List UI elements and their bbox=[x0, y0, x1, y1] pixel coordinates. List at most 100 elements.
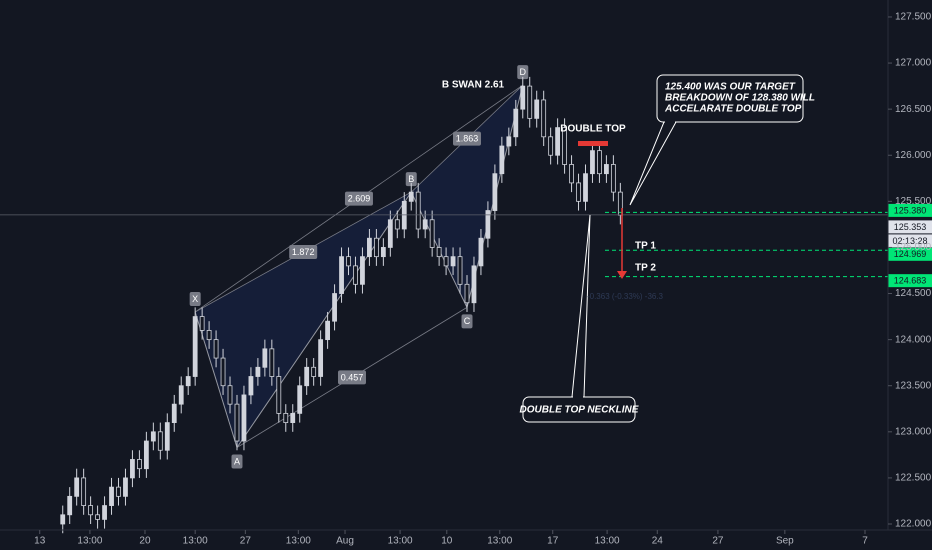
candle-body bbox=[520, 85, 526, 110]
candle-body bbox=[109, 486, 114, 506]
candle-body bbox=[387, 219, 393, 248]
callout-line: ACCELARATE DOUBLE TOP bbox=[664, 104, 802, 115]
candle-body bbox=[95, 514, 100, 520]
y-tick-label: 126.000 bbox=[895, 150, 932, 161]
candle-body bbox=[562, 127, 567, 165]
price-label: 125.353 bbox=[894, 222, 927, 232]
double-top-label: DOUBLE TOP bbox=[560, 124, 626, 135]
ratio-label: 2.609 bbox=[348, 193, 371, 203]
candle-body bbox=[373, 237, 379, 258]
candle-body bbox=[506, 136, 512, 147]
price-label-bg bbox=[888, 220, 932, 234]
candle-body bbox=[143, 440, 149, 470]
candle-body bbox=[443, 256, 449, 267]
point-badge bbox=[189, 291, 201, 306]
pattern-fill bbox=[411, 85, 523, 308]
y-tick-label: 125.500 bbox=[895, 196, 932, 207]
x-tick-label: 13:00 bbox=[487, 536, 512, 547]
point-badge bbox=[461, 314, 473, 329]
point-badge bbox=[231, 454, 243, 469]
point-badge bbox=[405, 172, 417, 187]
candle-body bbox=[394, 219, 400, 230]
tp1-label: TP 1 bbox=[635, 241, 656, 252]
candle-body bbox=[248, 376, 254, 396]
candle-body bbox=[185, 376, 191, 387]
candle-body bbox=[332, 293, 337, 322]
candle-body bbox=[192, 316, 198, 377]
candle-body bbox=[555, 127, 561, 156]
candle-body bbox=[464, 283, 470, 304]
callout-line: 125.400 WAS OUR TARGET bbox=[665, 82, 796, 93]
measure-label: -0.363 (-0.33%) -36.3 bbox=[587, 292, 664, 301]
level-label: 125.380 bbox=[894, 205, 927, 215]
ratio-badge bbox=[289, 245, 318, 260]
callout-pointer bbox=[629, 121, 677, 206]
candle-body bbox=[276, 376, 282, 414]
candle-body bbox=[380, 247, 386, 258]
candle-body bbox=[353, 265, 358, 285]
callout-box bbox=[656, 74, 804, 123]
candle-body bbox=[534, 99, 540, 119]
candle-body bbox=[130, 459, 135, 479]
y-tick-label: 125.000 bbox=[895, 242, 932, 253]
candle-body bbox=[478, 237, 484, 267]
candle-body bbox=[604, 164, 609, 175]
y-tick-label: 122.000 bbox=[895, 519, 932, 530]
candle-body bbox=[339, 256, 344, 294]
candle-body bbox=[304, 366, 310, 387]
point-label: D bbox=[520, 67, 527, 77]
candle-body bbox=[241, 394, 247, 442]
x-tick-label: 24 bbox=[652, 536, 664, 547]
x-tick-label: 27 bbox=[712, 536, 724, 547]
candle-body bbox=[360, 256, 365, 285]
candle-body bbox=[157, 431, 163, 451]
candle-body bbox=[450, 256, 456, 267]
candle-body bbox=[408, 191, 414, 202]
level-label-bg bbox=[888, 274, 932, 288]
candle-body bbox=[60, 514, 66, 525]
candle-body bbox=[325, 320, 330, 341]
candles bbox=[60, 76, 623, 534]
ratio-badge bbox=[453, 131, 482, 146]
y-tick-label: 123.000 bbox=[895, 426, 932, 437]
y-tick-label: 126.500 bbox=[895, 104, 932, 115]
point-label: B bbox=[408, 174, 414, 184]
candle-body bbox=[590, 150, 595, 175]
candle-body bbox=[576, 182, 581, 202]
double-top-marker bbox=[578, 141, 608, 146]
point-badge bbox=[517, 65, 529, 80]
candle-body bbox=[597, 150, 602, 175]
candle-body bbox=[367, 237, 372, 258]
candle-body bbox=[499, 145, 505, 175]
candle-body bbox=[206, 330, 212, 341]
countdown-label: 02:13:28 bbox=[892, 236, 927, 246]
candle-body bbox=[527, 85, 533, 119]
x-tick-label: Sep bbox=[776, 536, 794, 547]
target-arrowhead bbox=[617, 271, 627, 279]
candle-body bbox=[583, 173, 588, 202]
candle-body bbox=[311, 366, 317, 377]
candle-body bbox=[569, 164, 574, 184]
y-tick-label: 124.000 bbox=[895, 334, 932, 345]
candle-body bbox=[318, 339, 324, 377]
x-tick-label: 7 bbox=[862, 536, 868, 547]
x-tick-label: 17 bbox=[547, 536, 559, 547]
candle-body bbox=[262, 348, 268, 368]
levels: 125.380 124.969 124.683 125.353 02:13:28 bbox=[0, 203, 932, 288]
candle-body bbox=[213, 339, 219, 359]
candle-body bbox=[150, 431, 156, 442]
candle-body bbox=[81, 477, 87, 506]
level-label: 124.683 bbox=[894, 276, 927, 286]
candle-body bbox=[283, 412, 289, 423]
point-label: A bbox=[234, 456, 240, 466]
candle-body bbox=[541, 99, 547, 138]
x-tick-label: 13:00 bbox=[595, 536, 620, 547]
x-tick-label: 13:00 bbox=[388, 536, 413, 547]
candle-body bbox=[123, 477, 128, 497]
candle-body bbox=[610, 164, 616, 193]
candle-body bbox=[137, 459, 142, 470]
y-tick-label: 122.500 bbox=[895, 473, 932, 484]
candle-body bbox=[220, 357, 226, 387]
